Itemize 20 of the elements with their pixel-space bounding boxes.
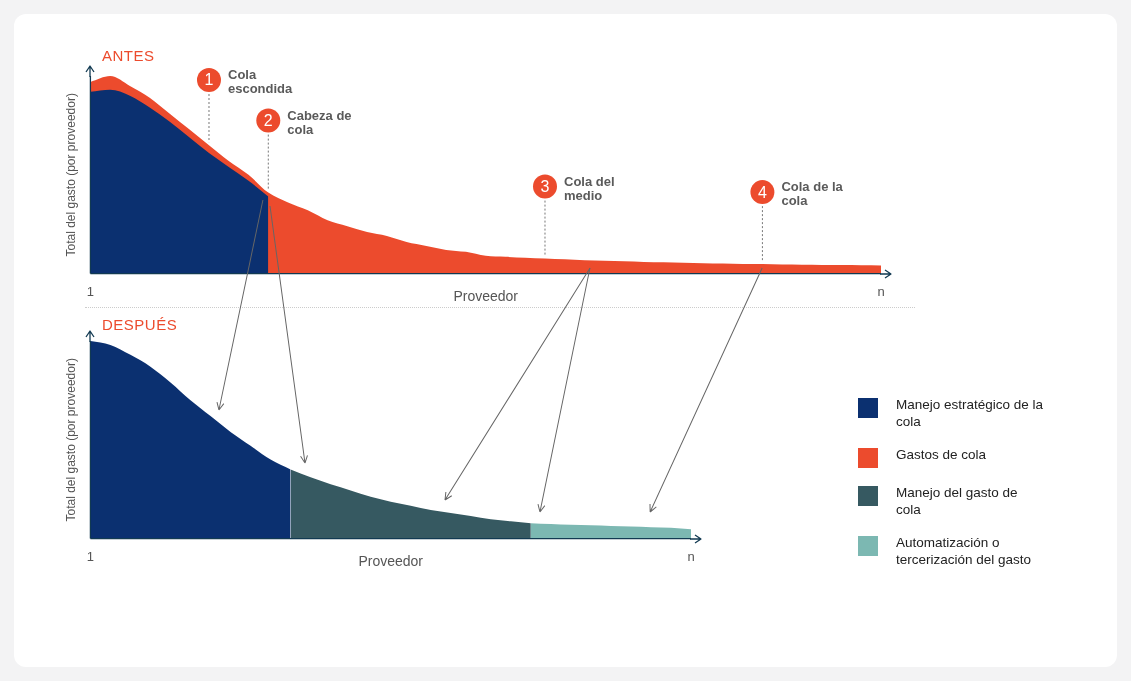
- annotation: Cola de la cola: [781, 179, 844, 209]
- legend-label: Automatización o tercerización del gasto: [896, 534, 1033, 568]
- legend-label: Gastos de cola: [896, 446, 988, 463]
- chart-title: DESPUÉS: [102, 316, 178, 333]
- legend-label: Manejo estratégico de la cola: [896, 396, 1045, 430]
- y-axis-title: Total del gasto (por proveedor): [63, 93, 78, 257]
- x-axis-title: Proveedor: [358, 553, 424, 570]
- annotation: Cola escondida: [227, 67, 294, 96]
- x-tick-label: n: [687, 548, 695, 564]
- annotation: Cola del medio: [563, 173, 615, 203]
- x-tick-label: n: [877, 283, 885, 299]
- annotation: 2: [263, 111, 273, 129]
- annotation: Cabeza de cola: [287, 107, 352, 137]
- chart-title: ANTES: [102, 47, 155, 64]
- y-axis-title: Total del gasto (por proveedor): [63, 358, 78, 522]
- annotation: 3: [540, 177, 550, 195]
- x-axis-title: Proveedor: [453, 288, 519, 305]
- annotation: 4: [757, 183, 767, 201]
- annotation: 1: [204, 71, 214, 89]
- legend-label: Manejo del gasto de cola: [896, 484, 1019, 518]
